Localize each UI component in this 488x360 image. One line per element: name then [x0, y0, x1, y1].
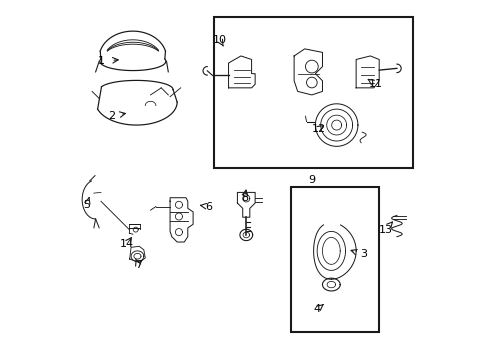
Text: 4: 4	[313, 304, 320, 314]
Text: 14: 14	[120, 239, 134, 249]
Text: 5: 5	[83, 200, 90, 210]
Bar	[290, 187, 378, 332]
Text: 11: 11	[368, 79, 382, 89]
Text: 6: 6	[205, 202, 212, 212]
Text: 9: 9	[307, 175, 315, 185]
Text: 10: 10	[212, 35, 226, 45]
Text: 8: 8	[241, 193, 247, 203]
Text: 1: 1	[97, 56, 104, 66]
Text: 7: 7	[134, 260, 142, 270]
Text: 12: 12	[311, 123, 325, 134]
Text: 2: 2	[108, 111, 115, 121]
Bar	[214, 17, 412, 168]
Text: 13: 13	[378, 225, 392, 235]
Text: 3: 3	[359, 249, 366, 260]
